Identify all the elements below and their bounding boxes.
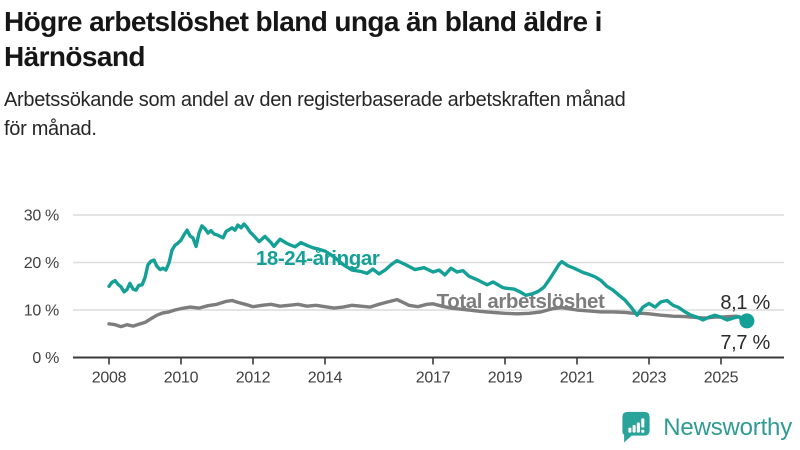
newsworthy-logo-icon [622,411,650,443]
title-line-2: Härnösand [4,41,145,72]
x-tick-label-2021: 2021 [560,370,595,387]
page-title: Högre arbetslöshet bland unga än bland ä… [4,4,796,74]
subtitle-line-1: Arbetssökande som andel av den registerb… [4,89,626,111]
title-line-1: Högre arbetslöshet bland unga än bland ä… [4,6,602,37]
x-tick-label-2025: 2025 [704,370,739,387]
end-dot-18-24-åringar [739,313,755,329]
subtitle-line-2: för månad. [4,118,97,140]
x-tick-label-2008: 2008 [92,370,127,387]
x-tick-label-2012: 2012 [236,370,271,387]
chart-subtitle: Arbetssökande som andel av den registerb… [4,86,796,144]
brand-name: Newsworthy [663,414,792,441]
end-value-label-total-arbetslöshet: 8,1 % [720,292,770,314]
y-tick-label-20: 20 % [24,255,59,272]
x-tick-label-2010: 2010 [164,370,199,387]
series-label-18-24-åringar: 18-24-åringar [256,247,380,270]
chart-header: Högre arbetslöshet bland unga än bland ä… [4,4,796,144]
end-value-label-18-24-åringar: 7,7 % [720,332,770,354]
series-line-18-24-åringar [107,222,749,323]
y-tick-label-0: 0 % [32,350,59,367]
x-tick-label-2019: 2019 [488,370,523,387]
y-tick-label-10: 10 % [24,303,59,320]
x-tick-label-2014: 2014 [308,370,343,387]
y-tick-label-30: 30 % [24,208,59,225]
brand-footer: Newsworthy [619,410,792,446]
x-tick-label-2023: 2023 [632,370,667,387]
x-tick-label-2017: 2017 [416,370,451,387]
